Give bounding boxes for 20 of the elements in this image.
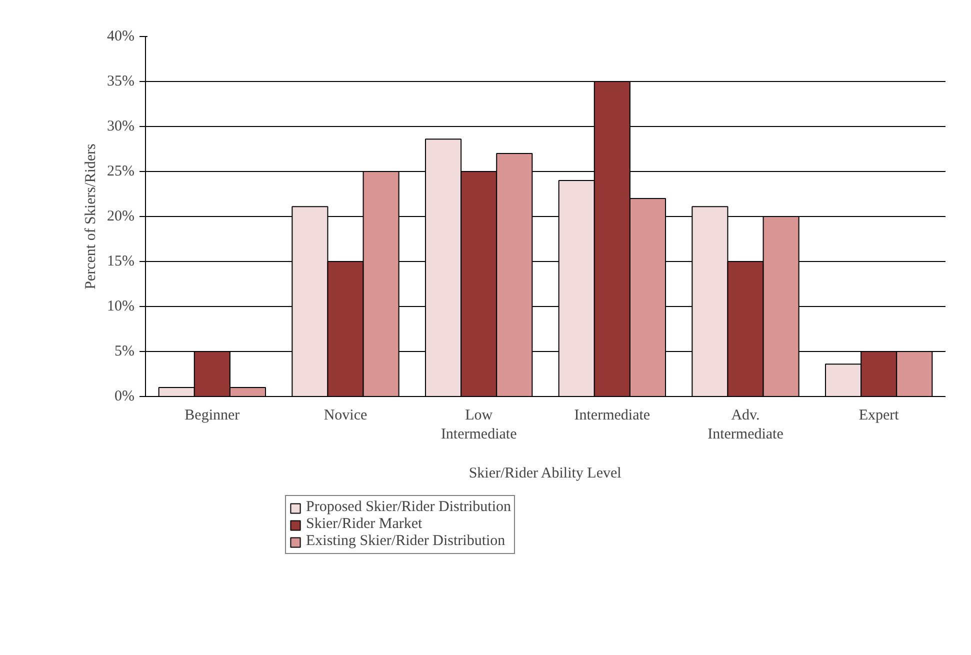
x-axis-title: Skier/Rider Ability Level bbox=[468, 466, 622, 482]
y-tick-label: 25% bbox=[107, 164, 135, 180]
y-tick-label: 5% bbox=[114, 344, 135, 360]
x-tick-label: Low Intermediate bbox=[440, 408, 518, 443]
y-tick-label: 30% bbox=[107, 118, 135, 134]
y-tick-label: 20% bbox=[107, 208, 135, 224]
y-tick-label: 10% bbox=[107, 298, 135, 314]
legend-label: Proposed Skier/Rider Distribution bbox=[306, 499, 511, 516]
y-axis-title: Percent of Skiers/Riders bbox=[83, 143, 100, 290]
legend-label: Skier/Rider Market bbox=[306, 516, 422, 533]
y-tick-label: 40% bbox=[107, 28, 135, 44]
y-tick-label: 0% bbox=[114, 388, 135, 404]
y-tick-label: 35% bbox=[107, 74, 135, 90]
x-tick-label: Novice bbox=[324, 408, 368, 424]
y-tick-label: 15% bbox=[107, 254, 135, 270]
x-tick-label: Adv. Intermediate bbox=[708, 408, 784, 443]
x-tick-label: Intermediate bbox=[574, 408, 650, 424]
x-tick-label: Beginner bbox=[184, 408, 240, 424]
x-tick-label: Expert bbox=[858, 408, 900, 424]
legend-label: Existing Skier/Rider Distribution bbox=[306, 533, 506, 550]
